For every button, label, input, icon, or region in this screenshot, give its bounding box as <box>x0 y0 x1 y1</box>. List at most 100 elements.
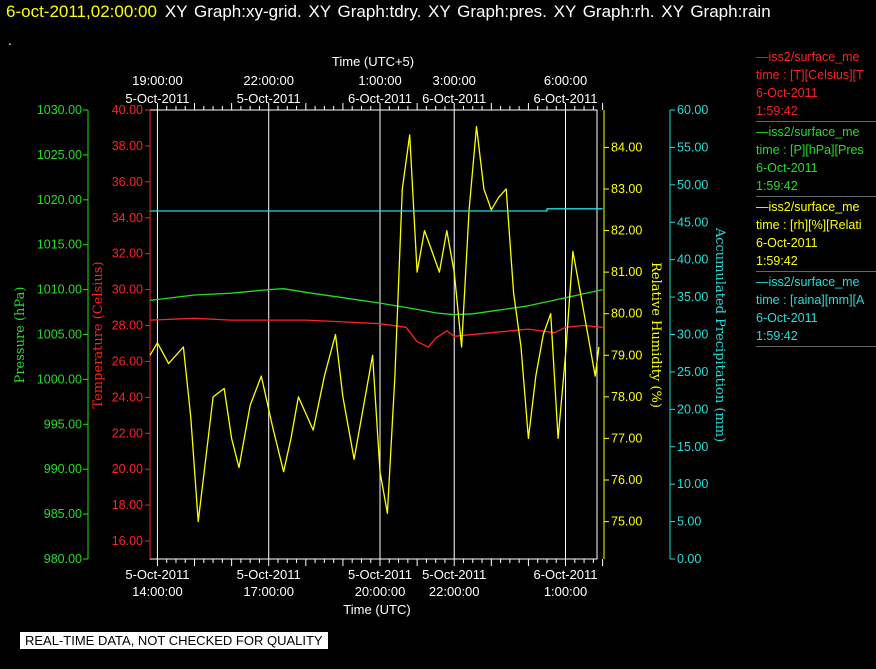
precip-axis-title: Accumulated Precipitation (mm) <box>712 227 727 442</box>
pressure-tick-label: 1020.00 <box>37 193 82 207</box>
legend-series-field: time : [P][hPa][Pres <box>756 143 864 157</box>
humidity-axis-title: Relative Humidity (%) <box>648 262 663 408</box>
legend-entry-pressure[interactable]: —iss2/surface_me time : [P][hPa][Pres 6-… <box>756 123 876 197</box>
top-axis-title: Time (UTC+5) <box>332 54 414 69</box>
humidity-tick-label: 76.00 <box>611 473 642 487</box>
plot-frame <box>149 109 598 560</box>
temperature-tick-label: 30.00 <box>112 283 143 297</box>
header-datetime: 6-oct-2011,02:00:00 <box>6 2 157 21</box>
precip-tick-label: 55.00 <box>677 140 708 154</box>
pressure-tick-label: 980.00 <box>44 552 82 566</box>
legend-series-name: —iss2/surface_me <box>756 200 860 214</box>
legend-series-name: —iss2/surface_me <box>756 125 860 139</box>
bottom-tick-date-label: 5-Oct-2011 <box>422 567 486 582</box>
top-tick-time-label: 22:00:00 <box>243 73 294 88</box>
bottom-axis-title: Time (UTC) <box>343 602 410 617</box>
legend-entry-temperature[interactable]: —iss2/surface_me time : [T][Celsius][T 6… <box>756 48 876 122</box>
legend-series-date: 6-Oct-2011 <box>756 236 818 250</box>
pressure-tick-label: 1030.00 <box>37 103 82 117</box>
bottom-tick-date-label: 5-Oct-2011 <box>348 567 412 582</box>
legend-series-time: 1:59:42 <box>756 329 798 343</box>
top-tick-time-label: 3:00:00 <box>433 73 476 88</box>
top-tick-time-label: 6:00:00 <box>544 73 587 88</box>
legend-series-field: time : [raina][mm][A <box>756 293 865 307</box>
humidity-tick-label: 79.00 <box>611 348 642 362</box>
temperature-tick-label: 26.00 <box>112 354 143 368</box>
bottom-tick-date-label: 5-Oct-2011 <box>237 567 301 582</box>
bottom-tick-time-label: 17:00:00 <box>243 584 294 599</box>
precip-tick-label: 60.00 <box>677 103 708 117</box>
legend-series-date: 6-Oct-2011 <box>756 86 818 100</box>
series-line-temperature[interactable] <box>149 317 603 348</box>
series-line-precip[interactable] <box>150 208 603 212</box>
top-tick-date-label: 6-Oct-2011 <box>422 91 486 106</box>
humidity-tick-label: 77.00 <box>611 431 642 445</box>
precip-tick-label: 20.00 <box>677 402 708 416</box>
temperature-tick-label: 34.00 <box>112 211 143 225</box>
legend-series-date: 6-Oct-2011 <box>756 161 818 175</box>
bottom-tick-time-label: 1:00:00 <box>544 584 587 599</box>
top-tick-date-label: 6-Oct-2011 <box>533 91 597 106</box>
legend-entry-humidity[interactable]: —iss2/surface_me time : [rh][%][Relati 6… <box>756 198 876 272</box>
temperature-tick-label: 40.00 <box>112 103 143 117</box>
precip-tick-label: 30.00 <box>677 328 708 342</box>
temperature-tick-label: 36.00 <box>112 175 143 189</box>
bottom-tick-time-label: 22:00:00 <box>429 584 480 599</box>
pressure-tick-label: 995.00 <box>44 417 82 431</box>
legend: —iss2/surface_me time : [T][Celsius][T 6… <box>756 48 876 348</box>
pressure-tick-label: 1025.00 <box>37 148 82 162</box>
legend-series-date: 6-Oct-2011 <box>756 311 818 325</box>
bottom-tick-time-label: 14:00:00 <box>132 584 183 599</box>
pressure-axis-title: Pressure (hPa) <box>13 287 28 384</box>
precip-tick-label: 5.00 <box>677 515 701 529</box>
precip-tick-label: 35.00 <box>677 290 708 304</box>
precip-tick-label: 15.00 <box>677 440 708 454</box>
legend-series-time: 1:59:42 <box>756 179 798 193</box>
precip-tick-label: 50.00 <box>677 178 708 192</box>
series-line-humidity[interactable] <box>149 125 600 523</box>
precip-tick-label: 45.00 <box>677 215 708 229</box>
legend-series-field: time : [rh][%][Relati <box>756 218 862 232</box>
top-tick-time-label: 1:00:00 <box>358 73 401 88</box>
precip-tick-label: 40.00 <box>677 253 708 267</box>
pressure-tick-label: 1010.00 <box>37 283 82 297</box>
top-tick-date-label: 5-Oct-2011 <box>125 91 189 106</box>
temperature-tick-label: 38.00 <box>112 139 143 153</box>
temperature-tick-label: 32.00 <box>112 247 143 261</box>
pressure-tick-label: 1005.00 <box>37 328 82 342</box>
top-tick-time-label: 19:00:00 <box>132 73 183 88</box>
header-graph-list[interactable]: XY Graph:xy-grid. XY Graph:tdry. XY Grap… <box>164 2 771 21</box>
legend-series-name: —iss2/surface_me <box>756 275 860 289</box>
humidity-tick-label: 83.00 <box>611 182 642 196</box>
bottom-tick-date-label: 6-Oct-2011 <box>533 567 597 582</box>
humidity-tick-label: 81.00 <box>611 265 642 279</box>
top-tick-date-label: 5-Oct-2011 <box>237 91 301 106</box>
temperature-axis-title: Temperature (Celsius) <box>91 261 106 408</box>
pressure-tick-label: 985.00 <box>44 507 82 521</box>
top-tick-date-label: 6-Oct-2011 <box>348 91 412 106</box>
temperature-tick-label: 22.00 <box>112 426 143 440</box>
quality-notice: REAL-TIME DATA, NOT CHECKED FOR QUALITY <box>20 632 328 649</box>
pressure-tick-label: 990.00 <box>44 462 82 476</box>
temperature-tick-label: 18.00 <box>112 498 143 512</box>
legend-entry-precipitation[interactable]: —iss2/surface_me time : [raina][mm][A 6-… <box>756 273 876 347</box>
precip-tick-label: 25.00 <box>677 365 708 379</box>
temperature-tick-label: 20.00 <box>112 462 143 476</box>
page-header: 6-oct-2011,02:00:00 XY Graph:xy-grid. XY … <box>6 2 771 22</box>
legend-series-time: 1:59:42 <box>756 254 798 268</box>
temperature-tick-label: 28.00 <box>112 319 143 333</box>
temperature-tick-label: 16.00 <box>112 534 143 548</box>
humidity-tick-label: 82.00 <box>611 224 642 238</box>
humidity-tick-label: 80.00 <box>611 307 642 321</box>
humidity-tick-label: 78.00 <box>611 390 642 404</box>
humidity-tick-label: 84.00 <box>611 140 642 154</box>
series-line-pressure[interactable] <box>149 288 603 316</box>
legend-series-field: time : [T][Celsius][T <box>756 68 864 82</box>
legend-series-name: —iss2/surface_me <box>756 50 860 64</box>
header-dot: . <box>8 32 12 48</box>
precip-tick-label: 0.00 <box>677 552 701 566</box>
legend-series-time: 1:59:42 <box>756 104 798 118</box>
bottom-tick-time-label: 20:00:00 <box>355 584 406 599</box>
bottom-tick-date-label: 5-Oct-2011 <box>125 567 189 582</box>
